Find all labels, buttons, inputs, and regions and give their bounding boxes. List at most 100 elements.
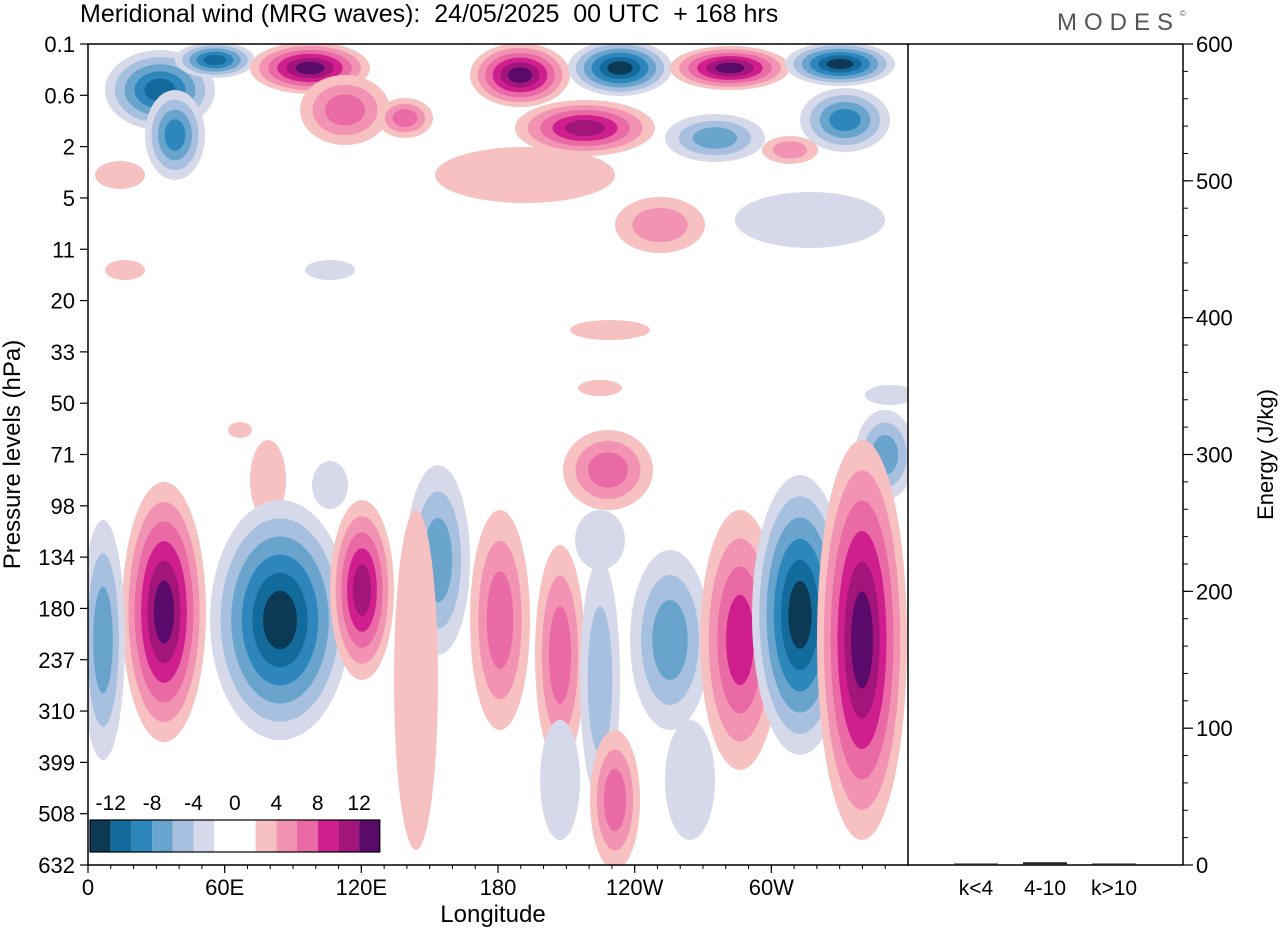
y-tick-label: 71 bbox=[51, 443, 75, 468]
contour-blob bbox=[203, 54, 227, 66]
contour-blob bbox=[263, 590, 297, 650]
energy-bars: 0 100 200 300 400 500 600 Energy (J/kg) k<4 4-10 k… bbox=[908, 32, 1278, 900]
contour-blob bbox=[548, 606, 572, 704]
contour-blob bbox=[394, 510, 438, 850]
contour-blob bbox=[295, 61, 325, 75]
contour-blob bbox=[507, 67, 533, 83]
contour-blob bbox=[93, 586, 113, 694]
colorbar-label: -12 bbox=[96, 792, 126, 815]
colorbar-swatch bbox=[90, 820, 111, 852]
energy-y-tick-label: 100 bbox=[1196, 716, 1233, 741]
colorbar-swatch bbox=[338, 820, 360, 852]
contour-blob bbox=[587, 606, 613, 754]
colorbar-swatch bbox=[214, 820, 235, 852]
contour-field bbox=[88, 44, 908, 865]
colorbar-label: -8 bbox=[143, 792, 162, 815]
y-tick-label: 0.6 bbox=[44, 83, 75, 108]
contour-blob bbox=[588, 452, 628, 488]
y-tick-label: 180 bbox=[38, 596, 75, 621]
chart-title: Meridional wind (MRG waves): 24/05/2025 … bbox=[80, 0, 779, 28]
contour-blob bbox=[851, 591, 873, 689]
colorbar-swatch bbox=[317, 820, 339, 852]
energy-axis-label: Energy (J/kg) bbox=[1253, 389, 1278, 520]
brand-text: MODES bbox=[1057, 9, 1181, 36]
y-tick-label: 632 bbox=[38, 853, 75, 878]
x-tick-label: 120W bbox=[606, 875, 664, 900]
contour-blob bbox=[305, 260, 355, 280]
y-tick-label: 5 bbox=[63, 186, 75, 211]
contour-blob bbox=[865, 385, 908, 405]
contour-blob bbox=[250, 440, 286, 520]
contour-blob bbox=[726, 594, 754, 686]
y-tick-label: 134 bbox=[38, 545, 75, 570]
contour-blob bbox=[665, 720, 715, 840]
energy-y-tick-label: 300 bbox=[1196, 443, 1233, 468]
energy-y-tick-label: 500 bbox=[1196, 169, 1233, 194]
colorbar-label: 12 bbox=[347, 792, 370, 815]
colorbar-swatch bbox=[110, 820, 132, 852]
energy-bar bbox=[954, 863, 998, 865]
energy-y-tick-label: 0 bbox=[1196, 853, 1208, 878]
colorbar-label: 0 bbox=[229, 792, 241, 815]
x-tick-label: 0 bbox=[82, 875, 94, 900]
contour-blob bbox=[352, 564, 372, 616]
y-axis-label: Pressure levels (hPa) bbox=[0, 340, 26, 569]
y-tick-label: 0.1 bbox=[44, 32, 75, 57]
colorbar-frame bbox=[89, 819, 381, 853]
brand-mark: © bbox=[1180, 9, 1186, 18]
y-tick-label: 310 bbox=[38, 699, 75, 724]
contour-blob bbox=[486, 571, 514, 669]
colorbar-swatch bbox=[152, 820, 173, 852]
contour-blob bbox=[312, 461, 348, 509]
contour-blob bbox=[603, 768, 627, 832]
contour-blob bbox=[435, 147, 615, 203]
contour-blob bbox=[575, 510, 625, 570]
energy-y-tick-label: 200 bbox=[1196, 579, 1233, 604]
energy-bar bbox=[1092, 863, 1136, 865]
contour-blob bbox=[715, 62, 745, 74]
y-tick-label: 98 bbox=[51, 494, 75, 519]
contour-blob bbox=[772, 141, 808, 159]
contour-blob bbox=[164, 119, 186, 151]
contour-blob bbox=[570, 320, 650, 340]
y-tick-label: 2 bbox=[63, 135, 75, 160]
axes: 0 60E 120E 180 120W 60W Longitude 0.1 0.6 2 5 11 20 3… bbox=[0, 32, 909, 928]
energy-category-label: 4-10 bbox=[1024, 877, 1066, 900]
x-tick-label: 120E bbox=[336, 875, 387, 900]
y-tick-label: 20 bbox=[51, 289, 75, 314]
colorbar-label: -4 bbox=[184, 792, 203, 815]
y-tick-label: 237 bbox=[38, 648, 75, 673]
contour-blob bbox=[735, 192, 885, 248]
energy-y-tick-label: 600 bbox=[1196, 32, 1233, 57]
contour-blob bbox=[95, 161, 145, 189]
contour-blob bbox=[788, 581, 812, 649]
x-tick-label: 60W bbox=[749, 875, 794, 900]
y-tick-label: 508 bbox=[38, 802, 75, 827]
y-tick-label: 399 bbox=[38, 750, 75, 775]
contour-blob bbox=[325, 94, 365, 126]
colorbar-swatch bbox=[234, 820, 256, 852]
contour-blob bbox=[607, 61, 633, 75]
contour-blob bbox=[228, 422, 252, 438]
brand-logo: MODES© bbox=[1057, 9, 1186, 37]
energy-category-label: k<4 bbox=[959, 877, 994, 900]
energy-y-tick-label: 400 bbox=[1196, 306, 1233, 331]
contour-blob bbox=[652, 600, 688, 680]
colorbar-swatch bbox=[172, 820, 194, 852]
x-axis-label: Longitude bbox=[440, 901, 545, 928]
contour-blob bbox=[692, 127, 738, 149]
contour-blob bbox=[540, 720, 580, 840]
colorbar-swatch bbox=[297, 820, 318, 852]
x-tick-label: 180 bbox=[480, 875, 517, 900]
y-tick-label: 50 bbox=[51, 391, 75, 416]
energy-bar bbox=[1023, 862, 1067, 865]
energy-category-label: k>10 bbox=[1091, 877, 1137, 900]
x-tick-label: 60E bbox=[205, 875, 244, 900]
colorbar-swatch bbox=[359, 820, 380, 852]
contour-blob bbox=[392, 109, 418, 127]
colorbar-label: 8 bbox=[312, 792, 324, 815]
colorbar-swatch bbox=[255, 820, 277, 852]
contour-blob bbox=[826, 58, 854, 70]
contour-blob bbox=[105, 260, 145, 280]
